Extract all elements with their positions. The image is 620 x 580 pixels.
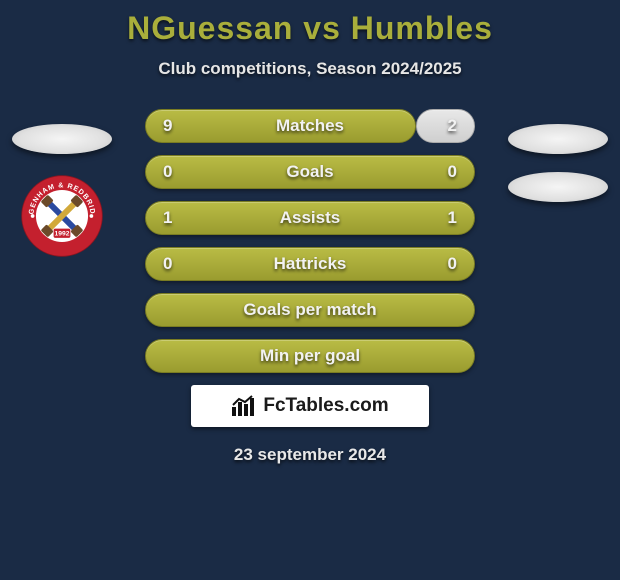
fctables-logo-icon xyxy=(231,395,257,417)
stat-bar-fill xyxy=(145,155,475,189)
page-subtitle: Club competitions, Season 2024/2025 xyxy=(0,59,620,79)
footer-date: 23 september 2024 xyxy=(0,445,620,465)
stat-row: Goals per match xyxy=(145,293,475,327)
comparison-panel: DAGENHAM & REDBRIDGE F C 199 xyxy=(0,109,620,465)
stat-bar-left-segment xyxy=(145,109,416,143)
svg-text:1992: 1992 xyxy=(55,231,70,238)
attribution-text: FcTables.com xyxy=(263,395,388,417)
page-title: NGuessan vs Humbles xyxy=(0,0,620,47)
stat-bar-fill xyxy=(145,201,475,235)
player-right-placeholder-1-icon xyxy=(508,124,608,154)
stat-bar-fill xyxy=(145,339,475,373)
stat-row: Hattricks00 xyxy=(145,247,475,281)
club-badge-icon: DAGENHAM & REDBRIDGE F C 199 xyxy=(20,174,104,258)
attribution-badge: FcTables.com xyxy=(191,385,429,427)
player-left-placeholder-icon xyxy=(12,124,112,154)
stat-bar-fill xyxy=(145,293,475,327)
stat-bars: Matches92 Goals00 Assists11 Hattricks00 Goal… xyxy=(145,109,475,373)
stat-row: Min per goal xyxy=(145,339,475,373)
stat-row: Matches92 xyxy=(145,109,475,143)
stat-bar-right-segment xyxy=(416,109,475,143)
stat-row: Goals00 xyxy=(145,155,475,189)
stat-row: Assists11 xyxy=(145,201,475,235)
player-right-placeholder-2-icon xyxy=(508,172,608,202)
stat-bar-fill xyxy=(145,247,475,281)
